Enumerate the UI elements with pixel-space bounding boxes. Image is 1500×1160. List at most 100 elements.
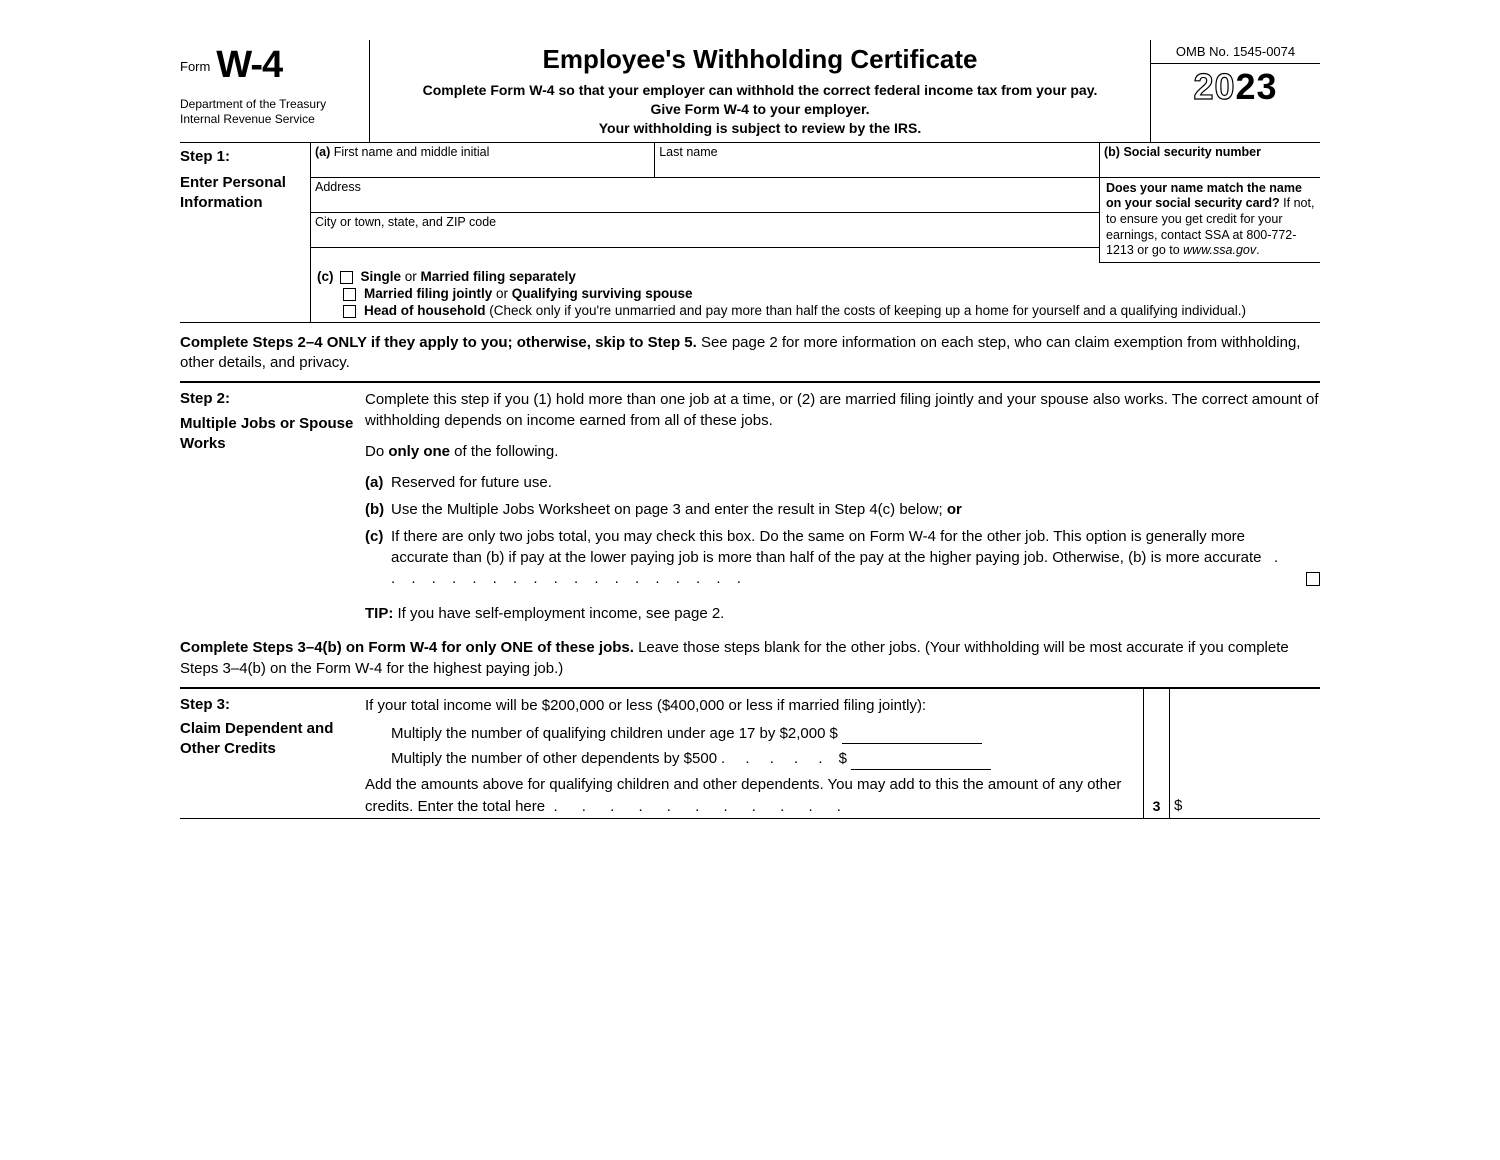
para2-bold: Complete Steps 3–4(b) on Form W-4 for on… bbox=[180, 639, 634, 656]
year-suffix: 23 bbox=[1236, 66, 1278, 107]
filing-option-single: (c) Single or Married filing separately bbox=[317, 269, 1314, 284]
line-3-dollar: $ bbox=[1174, 797, 1182, 814]
filing-status: (c) Single or Married filing separately … bbox=[311, 263, 1320, 322]
first-name-label: First name and middle initial bbox=[334, 145, 490, 159]
subtitle-2: Give Form W-4 to your employer. bbox=[378, 100, 1142, 119]
step3-add-line: Add the amounts above for qualifying chi… bbox=[365, 774, 1143, 818]
omb-number: OMB No. 1545-0074 bbox=[1151, 40, 1320, 64]
add-text: Add the amounts above for qualifying chi… bbox=[365, 774, 1137, 818]
ssn-cell: (b) Social security number bbox=[1100, 143, 1320, 178]
form-header: Form W-4 Department of the Treasury Inte… bbox=[180, 40, 1320, 143]
checkbox-hoh[interactable] bbox=[343, 305, 356, 318]
filing-hoh-note: (Check only if you're unmarried and pay … bbox=[486, 303, 1247, 318]
header-right: OMB No. 1545-0074 2023 bbox=[1150, 40, 1320, 142]
ssn-note-bold: Does your name match the name on your so… bbox=[1106, 181, 1302, 211]
city-cell: City or town, state, and ZIP code bbox=[311, 213, 1099, 248]
header-middle: Employee's Withholding Certificate Compl… bbox=[370, 40, 1150, 142]
opt-a-key: (a) bbox=[365, 472, 391, 493]
step-3-title: Claim Dependent and Other Credits bbox=[180, 719, 357, 760]
dept-irs: Internal Revenue Service bbox=[180, 112, 363, 127]
step2-p1: Complete this step if you (1) hold more … bbox=[365, 389, 1320, 431]
line-3-amount-cell: $ bbox=[1170, 689, 1320, 818]
step-1: Step 1: Enter Personal Information (a) F… bbox=[180, 143, 1320, 323]
step-2-body: Complete this step if you (1) hold more … bbox=[365, 389, 1320, 634]
tax-year: 2023 bbox=[1151, 64, 1320, 108]
form-prefix: Form bbox=[180, 59, 210, 74]
p2-pre: Do bbox=[365, 443, 388, 460]
last-name-label: Last name bbox=[659, 145, 717, 159]
opt-a-text: Reserved for future use. bbox=[391, 472, 552, 493]
department-block: Department of the Treasury Internal Reve… bbox=[180, 97, 363, 127]
step2-option-a: (a) Reserved for future use. bbox=[365, 472, 1320, 493]
address-input[interactable] bbox=[315, 194, 1095, 212]
checkbox-mfj[interactable] bbox=[343, 288, 356, 301]
step-3-label: Step 3: bbox=[180, 695, 357, 715]
p2-post: of the following. bbox=[450, 443, 558, 460]
city-input[interactable] bbox=[315, 229, 1095, 247]
instruction-para-1: Complete Steps 2–4 ONLY if they apply to… bbox=[180, 323, 1320, 382]
step-1-label: Step 1: bbox=[180, 147, 304, 167]
filing-hoh: Head of household bbox=[364, 303, 486, 318]
step-3: Step 3: Claim Dependent and Other Credit… bbox=[180, 687, 1320, 819]
label-c: (c) bbox=[317, 269, 334, 284]
filing-or-2: or bbox=[492, 286, 512, 301]
p2-bold: only one bbox=[388, 443, 450, 460]
label-b: (b) bbox=[1104, 145, 1120, 159]
step3-intro: If your total income will be $200,000 or… bbox=[365, 695, 1143, 717]
last-name-input[interactable] bbox=[659, 159, 1095, 177]
subtitle-3: Your withholding is subject to review by… bbox=[378, 119, 1142, 138]
ssn-note-end: . bbox=[1256, 243, 1259, 257]
dependents-text: Multiply the number of other dependents … bbox=[391, 748, 717, 770]
instruction-para-2: Complete Steps 3–4(b) on Form W-4 for on… bbox=[180, 634, 1320, 687]
children-text: Multiply the number of qualifying childr… bbox=[391, 723, 825, 745]
dependents-dollar: $ bbox=[835, 748, 851, 770]
step-1-heading: Step 1: Enter Personal Information bbox=[180, 143, 310, 322]
opt-b-key: (b) bbox=[365, 499, 391, 520]
step-2-heading: Step 2: Multiple Jobs or Spouse Works bbox=[180, 389, 365, 634]
city-label: City or town, state, and ZIP code bbox=[315, 215, 496, 229]
step2-option-b: (b) Use the Multiple Jobs Worksheet on p… bbox=[365, 499, 1320, 520]
para1-bold: Complete Steps 2–4 ONLY if they apply to… bbox=[180, 334, 697, 351]
dependents-dots: . . . . . bbox=[717, 748, 835, 770]
filing-or-1: or bbox=[401, 269, 421, 284]
step2-tip: TIP: If you have self-employment income,… bbox=[365, 603, 1320, 624]
step-3-heading: Step 3: Claim Dependent and Other Credit… bbox=[180, 689, 365, 818]
address-cell: Address bbox=[311, 178, 1099, 213]
step2-p2: Do only one of the following. bbox=[365, 441, 1320, 462]
opt-b-text: Use the Multiple Jobs Worksheet on page … bbox=[391, 499, 962, 520]
label-a: (a) bbox=[315, 145, 330, 159]
year-prefix: 20 bbox=[1193, 66, 1235, 107]
ssn-note: Does your name match the name on your so… bbox=[1100, 178, 1320, 263]
ssn-input[interactable] bbox=[1104, 159, 1316, 177]
opt-c-key: (c) bbox=[365, 526, 391, 547]
tip-text: If you have self-employment income, see … bbox=[393, 605, 724, 622]
step2-option-c: (c) If there are only two jobs total, yo… bbox=[365, 526, 1320, 589]
first-name-input[interactable] bbox=[315, 159, 650, 177]
dependents-amount-input[interactable] bbox=[851, 754, 991, 770]
children-amount-input[interactable] bbox=[842, 728, 982, 744]
step-2-title: Multiple Jobs or Spouse Works bbox=[180, 414, 357, 455]
checkbox-single[interactable] bbox=[340, 271, 353, 284]
last-name-cell: Last name bbox=[655, 143, 1100, 178]
address-block: Address City or town, state, and ZIP cod… bbox=[311, 178, 1100, 263]
step-2: Step 2: Multiple Jobs or Spouse Works Co… bbox=[180, 383, 1320, 634]
step-1-title: Enter Personal Information bbox=[180, 173, 304, 214]
ssn-label: Social security number bbox=[1123, 145, 1261, 159]
filing-mfs: Married filing separately bbox=[421, 269, 576, 284]
tip-label: TIP: bbox=[365, 605, 393, 622]
step-3-body: If your total income will be $200,000 or… bbox=[365, 689, 1144, 818]
subtitle-1: Complete Form W-4 so that your employer … bbox=[378, 81, 1142, 100]
form-title: Employee's Withholding Certificate bbox=[378, 44, 1142, 75]
filing-option-hoh: Head of household (Check only if you're … bbox=[317, 303, 1314, 318]
step-1-body: (a) First name and middle initial Last n… bbox=[310, 143, 1320, 322]
filing-mfj: Married filing jointly bbox=[364, 286, 492, 301]
dept-treasury: Department of the Treasury bbox=[180, 97, 363, 112]
form-number: W-4 bbox=[216, 44, 282, 87]
step3-line-dependents: Multiply the number of other dependents … bbox=[365, 748, 1143, 770]
children-dollar: $ bbox=[825, 723, 841, 745]
filing-option-mfj: Married filing jointly or Qualifying sur… bbox=[317, 286, 1314, 301]
first-name-cell: (a) First name and middle initial bbox=[311, 143, 655, 178]
opt-c-text: If there are only two jobs total, you ma… bbox=[391, 526, 1298, 589]
checkbox-two-jobs[interactable] bbox=[1306, 572, 1320, 586]
line-number-3: 3 bbox=[1144, 689, 1170, 818]
